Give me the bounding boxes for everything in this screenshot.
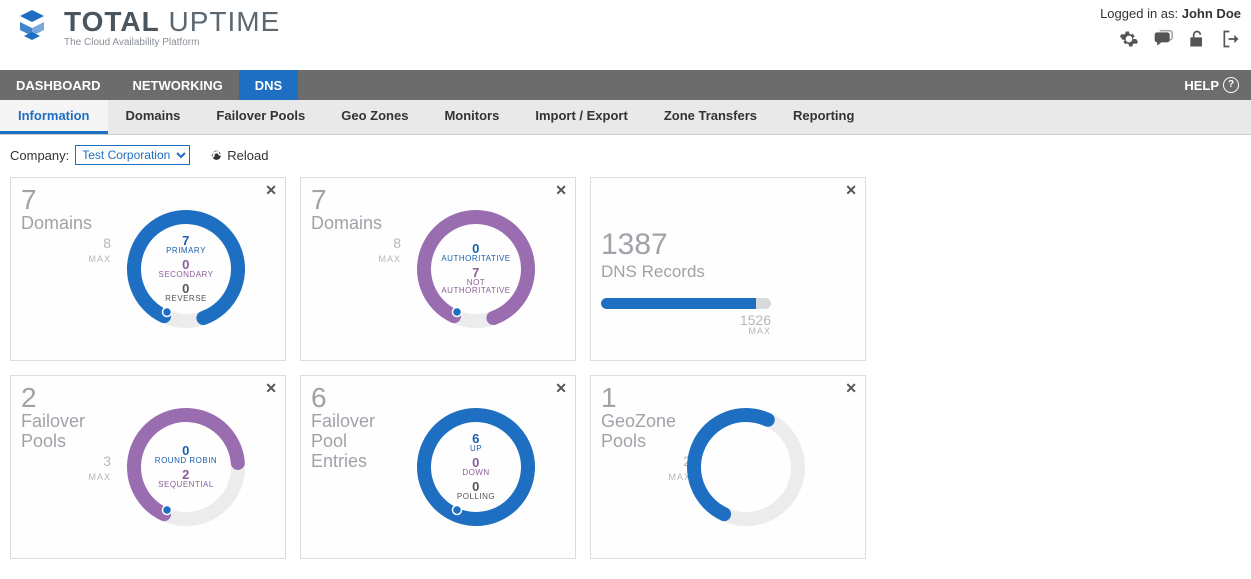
subnav-information[interactable]: Information xyxy=(0,100,108,134)
max-block: 8MAX xyxy=(311,236,401,264)
max-block: 3MAX xyxy=(21,454,111,482)
card-title: GeoZone Pools xyxy=(601,412,691,452)
logout-icon[interactable] xyxy=(1221,29,1241,52)
nav-dashboard[interactable]: DASHBOARD xyxy=(0,70,117,100)
company-label: Company: xyxy=(10,148,69,163)
subnav-failover-pools[interactable]: Failover Pools xyxy=(198,100,323,134)
card-title: Domains xyxy=(21,214,111,234)
subnav-zone-transfers[interactable]: Zone Transfers xyxy=(646,100,775,134)
gear-icon[interactable] xyxy=(1119,29,1139,52)
dns-title: DNS Records xyxy=(601,262,855,282)
donut-chart: 6UP 0DOWN 0POLLING xyxy=(411,402,541,532)
reload-button[interactable]: Reload xyxy=(210,148,268,163)
card-geozone-pools: ✕ 1 GeoZone Pools 2MAX xyxy=(590,375,866,559)
cards-grid: ✕ 7 Domains 8MAX 7PRIMARY 0SECONDARY 0RE… xyxy=(0,171,1251,579)
toolbar: Company: Test Corporation Reload xyxy=(0,135,1251,171)
logo-subtitle: The Cloud Availability Platform xyxy=(64,38,280,48)
dns-count: 1387 xyxy=(601,228,855,262)
close-icon[interactable]: ✕ xyxy=(845,182,857,199)
nav-dns[interactable]: DNS xyxy=(239,70,298,100)
max-block: 8MAX xyxy=(21,236,111,264)
nav-main: DASHBOARD NETWORKING DNS HELP ? xyxy=(0,70,1251,100)
logo[interactable]: TOTAL UPTIME The Cloud Availability Plat… xyxy=(10,6,280,50)
company-select[interactable]: Test Corporation xyxy=(75,145,190,165)
subnav-import-export[interactable]: Import / Export xyxy=(517,100,645,134)
card-count: 1 xyxy=(601,384,691,412)
nav-help[interactable]: HELP ? xyxy=(1172,70,1251,100)
card-domains-auth: ✕ 7 Domains 8MAX 0AUTHORITATIVE 7NOT AUT… xyxy=(300,177,576,361)
card-count: 2 xyxy=(21,384,111,412)
logo-icon xyxy=(10,6,54,50)
subnav: Information Domains Failover Pools Geo Z… xyxy=(0,100,1251,135)
close-icon[interactable]: ✕ xyxy=(555,182,567,199)
close-icon[interactable]: ✕ xyxy=(265,182,277,199)
card-title: Domains xyxy=(311,214,401,234)
card-failover-entries: ✕ 6 Failover Pool Entries 6UP 0DOWN 0POL… xyxy=(300,375,576,559)
card-title: Failover Pool Entries xyxy=(311,412,401,471)
subnav-geo-zones[interactable]: Geo Zones xyxy=(323,100,426,134)
nav-networking[interactable]: NETWORKING xyxy=(117,70,239,100)
header: TOTAL UPTIME The Cloud Availability Plat… xyxy=(0,0,1251,70)
card-title: Failover Pools xyxy=(21,412,111,452)
card-failover-pools: ✕ 2 Failover Pools 3MAX 0ROUND ROBIN 2SE… xyxy=(10,375,286,559)
card-count: 6 xyxy=(311,384,401,412)
card-count: 7 xyxy=(21,186,111,214)
help-icon: ? xyxy=(1223,77,1239,93)
subnav-domains[interactable]: Domains xyxy=(108,100,199,134)
logged-in-label: Logged in as: xyxy=(1100,6,1182,21)
logo-word-total: TOTAL xyxy=(64,6,160,37)
max-block: 2MAX xyxy=(601,454,691,482)
chat-icon[interactable] xyxy=(1153,29,1173,52)
close-icon[interactable]: ✕ xyxy=(555,380,567,397)
reload-label: Reload xyxy=(227,148,268,163)
donut-chart: 7PRIMARY 0SECONDARY 0REVERSE xyxy=(121,204,251,334)
card-domains-type: ✕ 7 Domains 8MAX 7PRIMARY 0SECONDARY 0RE… xyxy=(10,177,286,361)
help-label: HELP xyxy=(1184,78,1219,93)
close-icon[interactable]: ✕ xyxy=(845,380,857,397)
donut-chart: 0ROUND ROBIN 2SEQUENTIAL xyxy=(121,402,251,532)
subnav-reporting[interactable]: Reporting xyxy=(775,100,872,134)
donut-chart: 0AUTHORITATIVE 7NOT AUTHORITATIVE xyxy=(411,204,541,334)
card-dns-records: ✕ 1387 DNS Records 1526 MAX xyxy=(590,177,866,361)
user-name: John Doe xyxy=(1182,6,1241,21)
max-block: 1526 MAX xyxy=(601,313,771,336)
subnav-monitors[interactable]: Monitors xyxy=(426,100,517,134)
progress-bar xyxy=(601,298,771,309)
close-icon[interactable]: ✕ xyxy=(265,380,277,397)
donut-chart xyxy=(681,402,811,532)
logo-word-uptime: UPTIME xyxy=(169,6,281,37)
logo-text: TOTAL UPTIME The Cloud Availability Plat… xyxy=(64,8,280,48)
refresh-icon xyxy=(210,149,223,162)
card-count: 7 xyxy=(311,186,401,214)
user-area: Logged in as: John Doe xyxy=(1100,6,1241,52)
lock-icon[interactable] xyxy=(1187,29,1207,52)
